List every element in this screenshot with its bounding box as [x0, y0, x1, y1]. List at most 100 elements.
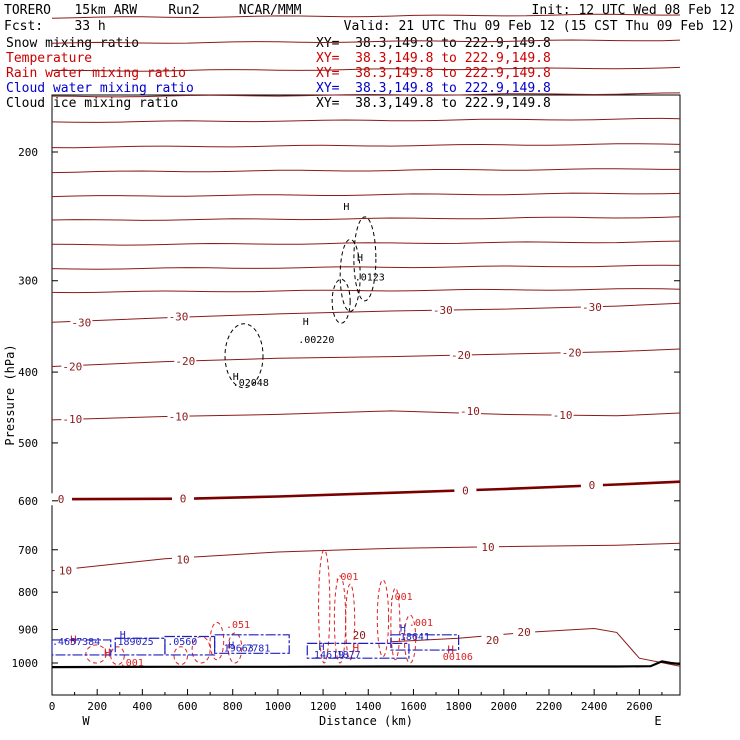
cloud-ice-contours: .02048 .00220 .0123 H H H H — [224, 202, 385, 389]
cloud-water-max-marker: H — [228, 640, 234, 651]
isotherm-label-bg — [61, 360, 84, 373]
y-tick-label: 1000 — [12, 657, 39, 670]
legend-label-cloud-water: Cloud water mixing ratio — [6, 81, 194, 96]
isotherm-label-bg — [481, 633, 504, 646]
cloud-water-label: 1877 — [337, 650, 361, 661]
upper-isotherm-line — [51, 264, 681, 270]
rain-max-marker: H — [104, 647, 111, 660]
isotherm-label-bg — [61, 413, 84, 426]
isotherm-label-bg — [70, 316, 93, 329]
y-tick-label: 900 — [18, 624, 38, 637]
isotherm-label: 20 — [353, 629, 366, 642]
isotherm-label-bg — [174, 354, 197, 367]
x-tick-label: 1600 — [400, 700, 427, 713]
rain-contour — [85, 644, 107, 664]
isotherm-label: 0 — [589, 479, 596, 492]
isotherm-line — [51, 302, 681, 323]
upper-isotherm-line — [51, 143, 681, 149]
isotherm-label-bg — [580, 301, 603, 314]
isotherm-label-bg — [560, 346, 583, 359]
x-tick-label: 1000 — [265, 700, 292, 713]
isotherm-label-bg — [54, 564, 77, 577]
isotherm-label-bg — [476, 541, 499, 554]
isotherm-label-bg — [172, 492, 195, 505]
rain-contour — [376, 579, 390, 658]
x-tick-label: 400 — [132, 700, 152, 713]
upper-isotherm-line — [51, 168, 680, 174]
cloud-ice-label: .02048 — [233, 378, 269, 389]
isotherm-label-bg — [167, 310, 190, 323]
upper-isotherm-line — [51, 13, 681, 19]
isotherm-label: -10 — [62, 413, 82, 426]
isotherm-line — [51, 348, 681, 367]
x-axis: 0 200 400 600 800 1000 1200 1400 1600 1800 2000 220… — [49, 689, 663, 713]
x-tick-label: 1400 — [355, 700, 382, 713]
rain-label: .001 — [409, 618, 433, 629]
header-valid: Valid: 21 UTC Thu 09 Feb 12 (15 CST Thu … — [344, 19, 735, 34]
cloud-ice-label: .0123 — [355, 273, 385, 284]
x-axis-west-label: W — [82, 714, 90, 728]
isotherm-label: -20 — [562, 346, 582, 359]
rain-contour — [318, 549, 331, 664]
isotherm-label: -10 — [169, 410, 189, 423]
upper-isotherm-line — [51, 39, 681, 44]
isotherm-label: -20 — [175, 355, 195, 368]
cloud-water-label: .4657384 — [52, 637, 100, 648]
cloud-water-label: 189025 — [118, 637, 154, 648]
cloud-ice-max-marker: H — [233, 372, 239, 383]
cloud-water-label: 18641 — [400, 632, 430, 643]
legend-label-snow: Snow mixing ratio — [6, 36, 139, 51]
isotherm-label-bg — [431, 304, 454, 317]
cloud-water-label: 14619 — [314, 650, 344, 661]
isotherm-label-bg — [167, 410, 190, 423]
isotherm-label-bg — [348, 628, 371, 641]
y-tick-label: 200 — [18, 146, 38, 159]
cloud-water-contour — [390, 634, 460, 651]
isotherm-label-bg — [449, 348, 472, 361]
y-tick-label: 700 — [18, 544, 38, 557]
isotherm-line — [51, 410, 681, 421]
isotherm-label-bg — [50, 493, 73, 506]
x-tick-label: 1200 — [310, 700, 337, 713]
legend-label-cloud-ice: Cloud ice mixing ratio — [6, 96, 178, 111]
header-title: TORERO 15km ARW Run2 NCAR/MMM — [4, 3, 302, 18]
y-tick-label: 300 — [18, 275, 38, 288]
cloud-water-contour — [214, 634, 290, 654]
cloud-ice-max-marker: H — [303, 317, 309, 328]
legend: Snow mixing ratio XY= 38.3,149.8 to 222.… — [6, 36, 551, 111]
cloud-water-label: 7781 — [246, 644, 270, 655]
rain-contour — [227, 632, 243, 664]
legend-xy-temperature: XY= 38.3,149.8 to 222.9,149.8 — [316, 51, 551, 66]
cloud-ice-contour — [339, 238, 361, 312]
legend-xy-snow: XY= 38.3,149.8 to 222.9,149.8 — [316, 36, 551, 51]
cloud-ice-max-marker: H — [357, 253, 363, 264]
x-tick-label: 800 — [223, 700, 243, 713]
upper-isotherm-group — [51, 13, 681, 294]
isotherm-label: 10 — [176, 554, 189, 567]
y-tick-label: 400 — [18, 366, 38, 379]
rain-label: 00106 — [443, 652, 473, 663]
isotherm-label: 20 — [486, 634, 499, 647]
cloud-water-contour — [51, 639, 112, 656]
legend-xy-rain: XY= 38.3,149.8 to 222.9,149.8 — [316, 66, 551, 81]
isotherm-label: -10 — [553, 409, 573, 422]
isotherm-line — [390, 627, 681, 667]
upper-isotherm-line — [51, 192, 681, 198]
x-tick-label: 2600 — [626, 700, 653, 713]
header-init: Init: 12 UTC Wed 08 Feb 12 — [532, 3, 736, 18]
rain-label: .001 — [334, 572, 358, 583]
isotherm-label-bg — [458, 404, 481, 417]
isotherm-label: -30 — [169, 311, 189, 324]
isotherm-label: 0 — [180, 493, 187, 506]
x-tick-label: 2200 — [536, 700, 563, 713]
x-axis-east-label: E — [654, 714, 661, 728]
cloud-ice-label: .00220 — [298, 335, 334, 346]
isotherm-label: 0 — [462, 485, 469, 498]
isotherm-label: 0 — [58, 493, 65, 506]
upper-isotherm-line — [51, 240, 681, 246]
isotherm-label: -30 — [582, 301, 602, 314]
isotherm-label: -20 — [451, 349, 471, 362]
y-tick-label: 800 — [18, 586, 38, 599]
